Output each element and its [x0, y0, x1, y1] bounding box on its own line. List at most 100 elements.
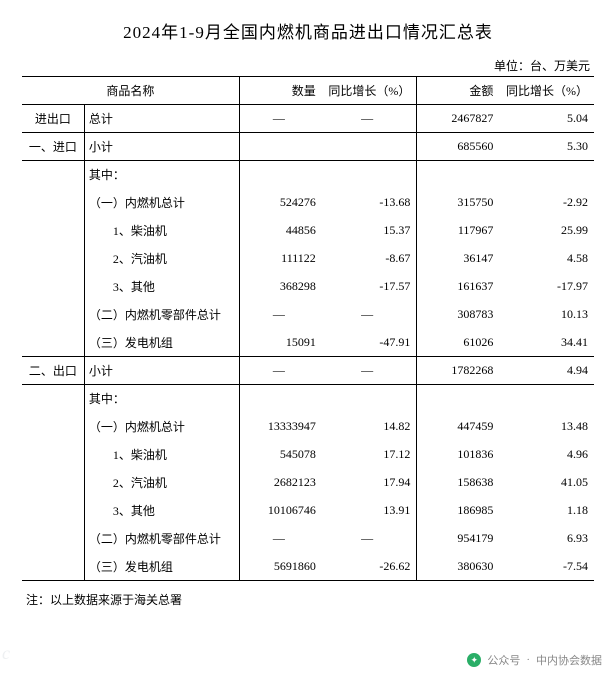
cell-amt: 101836 — [417, 441, 500, 469]
cell-cat: 进出口 — [22, 105, 84, 133]
row-export-qizhong: 其中： — [22, 385, 594, 413]
cell-qty: 15091 — [239, 329, 322, 357]
row-import-subtotal: 一、进口 小计 685560 5.30 — [22, 133, 594, 161]
header-name: 商品名称 — [22, 77, 239, 105]
cell-qty: 10106746 — [239, 497, 322, 525]
cell-qty: 5691860 — [239, 553, 322, 581]
cell-qtyg: -47.91 — [322, 329, 417, 357]
watermark-sep: · — [526, 654, 530, 666]
cell-amt: 61026 — [417, 329, 500, 357]
cell-name: 1、柴油机 — [84, 441, 239, 469]
cell-cat-blank — [22, 385, 84, 581]
cell-qty: 524276 — [239, 189, 322, 217]
cell-qty: 13333947 — [239, 413, 322, 441]
cell-qty: — — [239, 357, 322, 385]
cell-qtyg: — — [322, 301, 417, 329]
cell-qty: 44856 — [239, 217, 322, 245]
cell-name: 2、汽油机 — [84, 245, 239, 273]
row-export-r1: （一）内燃机总计 13333947 14.82 447459 13.48 — [22, 413, 594, 441]
cell-amt: 186985 — [417, 497, 500, 525]
cell-qty: 368298 — [239, 273, 322, 301]
cell-qtyg: -8.67 — [322, 245, 417, 273]
cell-name: 总计 — [84, 105, 239, 133]
row-export-r2: 1、柴油机 545078 17.12 101836 4.96 — [22, 441, 594, 469]
cell-amt: 36147 — [417, 245, 500, 273]
row-import-r2: 1、柴油机 44856 15.37 117967 25.99 — [22, 217, 594, 245]
cell-name: （一）内燃机总计 — [84, 413, 239, 441]
cell-amtg: 25.99 — [499, 217, 594, 245]
header-row: 商品名称 数量 同比增长（%） 金额 同比增长（%） — [22, 77, 594, 105]
cell-amtg: 1.18 — [499, 497, 594, 525]
row-export-subtotal: 二、出口 小计 — — 1782268 4.94 — [22, 357, 594, 385]
cell-name: （一）内燃机总计 — [84, 189, 239, 217]
cell-amtg: 4.94 — [499, 357, 594, 385]
cell-amt: 685560 — [417, 133, 500, 161]
cell-amtg: 6.93 — [499, 525, 594, 553]
unit-label: 单位：台、万美元 — [22, 57, 594, 74]
cell-name: 其中： — [84, 161, 239, 189]
header-amount-growth: 同比增长（%） — [499, 77, 594, 105]
cell-cat: 二、出口 — [22, 357, 84, 385]
cell-cat: 一、进口 — [22, 133, 84, 161]
cell-amtg: -2.92 — [499, 189, 594, 217]
cell-qtyg: -17.57 — [322, 273, 417, 301]
header-qty-growth: 同比增长（%） — [322, 77, 417, 105]
cell-name: 小计 — [84, 357, 239, 385]
row-import-r4: 3、其他 368298 -17.57 161637 -17.97 — [22, 273, 594, 301]
cell-qtyg: -13.68 — [322, 189, 417, 217]
cell-name: 1、柴油机 — [84, 217, 239, 245]
cell-qty: — — [239, 525, 322, 553]
row-export-r5: （二）内燃机零部件总计 — — 954179 6.93 — [22, 525, 594, 553]
cell-qty: 545078 — [239, 441, 322, 469]
cell-qtyg — [322, 133, 417, 161]
cell-qtyg: 17.12 — [322, 441, 417, 469]
cell-amtg: 5.04 — [499, 105, 594, 133]
row-import-qizhong: 其中： — [22, 161, 594, 189]
faint-watermark: c — [2, 643, 11, 664]
page-title: 2024年1-9月全国内燃机商品进出口情况汇总表 — [22, 18, 594, 43]
cell-amt: 158638 — [417, 469, 500, 497]
cell-amtg: 4.58 — [499, 245, 594, 273]
cell-amt: 380630 — [417, 553, 500, 581]
cell-qty: 111122 — [239, 245, 322, 273]
cell-amt: 315750 — [417, 189, 500, 217]
cell-qtyg: — — [322, 105, 417, 133]
footnote: 注：以上数据来源于海关总署 — [22, 591, 594, 608]
cell-amt: 308783 — [417, 301, 500, 329]
cell-amtg: 34.41 — [499, 329, 594, 357]
header-qty: 数量 — [239, 77, 322, 105]
cell-qtyg: 13.91 — [322, 497, 417, 525]
row-import-r5: （二）内燃机零部件总计 — — 308783 10.13 — [22, 301, 594, 329]
cell-amtg: -7.54 — [499, 553, 594, 581]
cell-amtg: 5.30 — [499, 133, 594, 161]
row-import-r1: （一）内燃机总计 524276 -13.68 315750 -2.92 — [22, 189, 594, 217]
source-watermark: ✦ 公众号 · 中内协会数据 — [467, 652, 602, 668]
cell-name: 其中： — [84, 385, 239, 413]
cell-amtg: 4.96 — [499, 441, 594, 469]
page-container: 2024年1-9月全国内燃机商品进出口情况汇总表 单位：台、万美元 商品名称 数… — [0, 0, 616, 618]
cell-qtyg: — — [322, 525, 417, 553]
row-import-r6: （三）发电机组 15091 -47.91 61026 34.41 — [22, 329, 594, 357]
cell-amt: 447459 — [417, 413, 500, 441]
row-export-r6: （三）发电机组 5691860 -26.62 380630 -7.54 — [22, 553, 594, 581]
cell-qtyg: 15.37 — [322, 217, 417, 245]
cell-name: （二）内燃机零部件总计 — [84, 525, 239, 553]
cell-name: （三）发电机组 — [84, 329, 239, 357]
cell-qtyg: 17.94 — [322, 469, 417, 497]
cell-amt: 2467827 — [417, 105, 500, 133]
data-table: 商品名称 数量 同比增长（%） 金额 同比增长（%） 进出口 总计 — — 24… — [22, 76, 594, 581]
cell-name: 小计 — [84, 133, 239, 161]
cell-qtyg: 14.82 — [322, 413, 417, 441]
header-amount: 金额 — [417, 77, 500, 105]
cell-name: （三）发电机组 — [84, 553, 239, 581]
cell-amt: 1782268 — [417, 357, 500, 385]
cell-name: 3、其他 — [84, 497, 239, 525]
cell-amt: 117967 — [417, 217, 500, 245]
cell-qtyg: — — [322, 357, 417, 385]
watermark-name: 中内协会数据 — [536, 652, 602, 668]
cell-cat-blank — [22, 161, 84, 357]
cell-qty: — — [239, 105, 322, 133]
cell-qtyg: -26.62 — [322, 553, 417, 581]
cell-qty: — — [239, 301, 322, 329]
cell-amtg: 10.13 — [499, 301, 594, 329]
